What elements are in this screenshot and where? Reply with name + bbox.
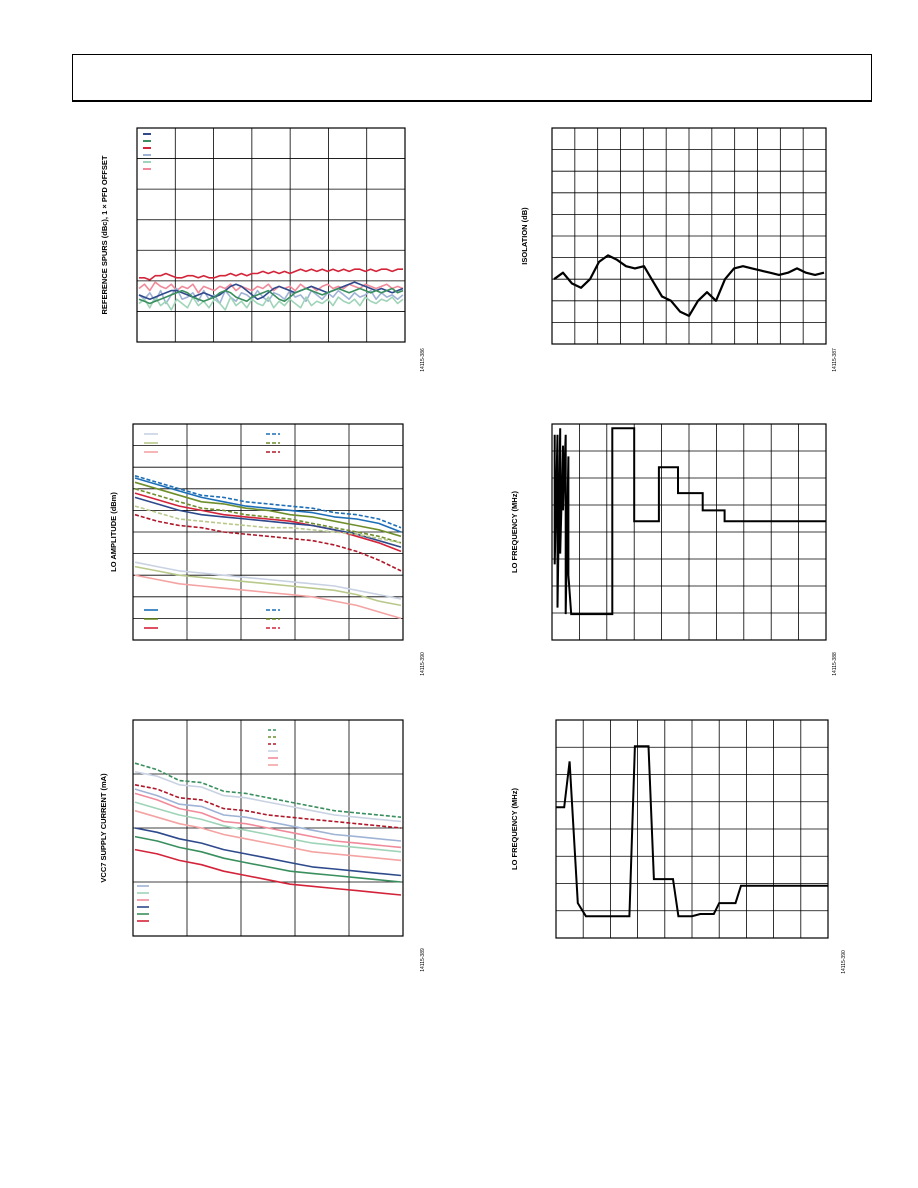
series-line-lightgreen [138, 296, 404, 311]
series-line-lightolive-solid [134, 565, 402, 607]
plot-frame [555, 719, 829, 939]
series-line-lightblue [138, 287, 404, 305]
series-line-lightgreen-solid [134, 801, 402, 853]
plot-frame [136, 127, 406, 343]
fig-ref-spurs: REFERENCE SPURS (dBc), 1 × PFD OFFSET 141… [100, 127, 426, 372]
page-header-box [72, 54, 872, 102]
fig-isolation: ISOLATION (dB) 14115-387 [520, 127, 838, 372]
fig-lo-amplitude: LO AMPLITUDE (dBm) 14115-390 [109, 423, 426, 676]
fig-lo-freq-2: LO FREQUENCY (MHz) 14115-390 [510, 719, 847, 974]
figure-id: 14115-386 [420, 348, 426, 372]
figure-id: 14115-390 [841, 950, 847, 974]
figure-id: 14115-388 [832, 652, 838, 676]
plot-frame [551, 423, 827, 641]
series-line-lightgray-solid [134, 561, 402, 600]
y-axis-label: REFERENCE SPURS (dBc), 1 × PFD OFFSET [100, 155, 109, 314]
frequency-trace [556, 745, 828, 918]
series-line-lightolive-dash [134, 505, 402, 544]
series-line-olive-solid [134, 481, 402, 538]
series-line-pink-solid [134, 792, 402, 849]
y-axis-label: LO AMPLITUDE (dBm) [109, 492, 118, 572]
series-line-darkred-dash [134, 513, 402, 572]
series-line-salmon-solid [134, 574, 402, 620]
series-line-lightblue-solid [134, 788, 402, 842]
series-line-cyan-dash [134, 475, 402, 529]
y-axis-label: LO FREQUENCY (MHz) [510, 788, 519, 870]
series-line-blue [138, 281, 404, 300]
series-line-cyan-solid [134, 477, 402, 533]
series-line-trace [553, 254, 825, 317]
plot-frame [551, 127, 827, 345]
plot-frame [132, 423, 404, 641]
y-axis-label: ISOLATION (dB) [520, 207, 529, 265]
y-axis-label: LO FREQUENCY (MHz) [510, 491, 519, 573]
fig-lo-freq-1: LO FREQUENCY (MHz) 14115-388 [510, 423, 838, 676]
series-line-green [138, 287, 404, 305]
y-axis-label: VCC7 SUPPLY CURRENT (mA) [99, 773, 108, 883]
figure-id: 14115-387 [832, 348, 838, 372]
plot-frame [132, 719, 404, 937]
series-line-lightgray-solid [134, 771, 402, 823]
figure-id: 14115-389 [420, 948, 426, 972]
series-line-red-solid [134, 492, 402, 553]
figure-id: 14115-390 [420, 652, 426, 676]
series-line-red [139, 268, 403, 281]
series-line-red-solid [134, 848, 402, 896]
series-line-green-solid [134, 835, 402, 883]
fig-supply-current: VCC7 SUPPLY CURRENT (mA) 14115-389 [99, 719, 426, 972]
frequency-trace [553, 427, 826, 616]
series-line-salmon-solid [134, 809, 402, 862]
series-line-blue-solid [134, 827, 402, 877]
series-line-green-dash [134, 762, 402, 818]
